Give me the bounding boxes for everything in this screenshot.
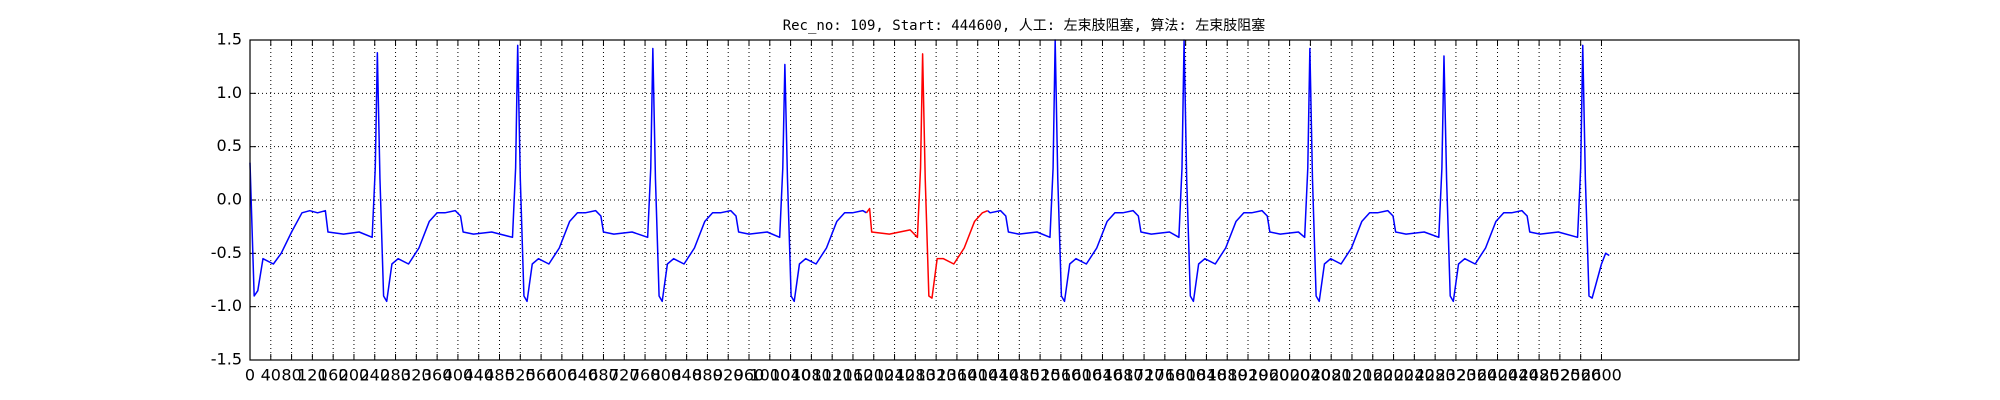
x-tick-label: 360 xyxy=(422,366,453,385)
plot-frame xyxy=(249,39,1800,361)
x-tick-label: 1760 xyxy=(1144,366,1185,385)
x-tick-label: 1680 xyxy=(1103,366,1144,385)
x-tick-label: 2400 xyxy=(1477,366,1518,385)
x-tick-label: 1600 xyxy=(1061,366,1102,385)
x-tick-label: 120 xyxy=(297,366,328,385)
x-tick-label: 2600 xyxy=(1581,366,1622,385)
ecg-line xyxy=(865,53,988,299)
y-tick-label: -0.5 xyxy=(211,243,242,262)
x-tick-label: 2320 xyxy=(1436,366,1477,385)
x-tick-label: 80 xyxy=(281,366,301,385)
ecg-line xyxy=(249,39,1610,303)
x-tick-label: 560 xyxy=(526,366,557,385)
x-tick-label: 1240 xyxy=(874,366,915,385)
x-tick-label: 880 xyxy=(692,366,723,385)
x-tick-label: 0 xyxy=(245,366,255,385)
x-tick-label: 760 xyxy=(630,366,661,385)
x-tick-label: 600 xyxy=(547,366,578,385)
chart-title: Rec_no: 109, Start: 444600, 人工: 左束肢阻塞, 算… xyxy=(783,17,1266,34)
x-tick-label: 2160 xyxy=(1352,366,1393,385)
x-tick-label: 1360 xyxy=(937,366,978,385)
x-tick-label: 840 xyxy=(671,366,702,385)
x-tick-label: 1560 xyxy=(1041,366,1082,385)
x-tick-label: 320 xyxy=(401,366,432,385)
x-tick-label: 1280 xyxy=(895,366,936,385)
x-tick-label: 720 xyxy=(609,366,640,385)
x-tick-label: 920 xyxy=(713,366,744,385)
x-tick-label: 1040 xyxy=(770,366,811,385)
x-tick-label: 2480 xyxy=(1519,366,1560,385)
x-tick-label: 2040 xyxy=(1290,366,1331,385)
y-tick-label: 0.5 xyxy=(217,136,242,155)
x-tick-label: 40 xyxy=(261,366,281,385)
x-tick-label: 400 xyxy=(443,366,474,385)
x-tick-label: 240 xyxy=(359,366,390,385)
x-tick-label: 2000 xyxy=(1269,366,1310,385)
x-tick-label: 800 xyxy=(651,366,682,385)
x-tick-label: 2120 xyxy=(1332,366,1373,385)
x-tick-label: 1080 xyxy=(791,366,832,385)
x-tick-label: 1720 xyxy=(1124,366,1165,385)
x-tick-label: 1840 xyxy=(1186,366,1227,385)
x-tick-label: 2360 xyxy=(1456,366,1497,385)
x-tick-label: 680 xyxy=(588,366,619,385)
x-tick-label: 960 xyxy=(734,366,765,385)
x-tick-label: 1400 xyxy=(957,366,998,385)
y-tick-label: 0.0 xyxy=(217,190,242,209)
x-tick-label: 440 xyxy=(463,366,494,385)
x-tick-label: 640 xyxy=(567,366,598,385)
x-tick-label: 2520 xyxy=(1540,366,1581,385)
x-tick-label: 1960 xyxy=(1248,366,1289,385)
x-tick-label: 2560 xyxy=(1560,366,1601,385)
x-tick-label: 200 xyxy=(339,366,370,385)
x-tick-label: 2200 xyxy=(1373,366,1414,385)
x-tick-label: 2440 xyxy=(1498,366,1539,385)
x-tick-label: 1120 xyxy=(812,366,853,385)
x-tick-label: 1520 xyxy=(1020,366,1061,385)
x-tick-label: 1320 xyxy=(916,366,957,385)
x-tick-label: 1920 xyxy=(1228,366,1269,385)
x-tick-label: 1200 xyxy=(853,366,894,385)
x-tick-label: 1800 xyxy=(1165,366,1206,385)
x-tick-label: 2280 xyxy=(1415,366,1456,385)
y-tick-label: -1.0 xyxy=(211,296,242,315)
x-tick-label: 2080 xyxy=(1311,366,1352,385)
y-tick-label: -1.5 xyxy=(211,350,242,369)
x-tick-label: 1640 xyxy=(1082,366,1123,385)
x-tick-label: 1480 xyxy=(999,366,1040,385)
y-tick-label: 1.5 xyxy=(217,30,242,49)
x-tick-label: 1160 xyxy=(833,366,874,385)
x-tick-label: 160 xyxy=(318,366,349,385)
y-tick-label: 1.0 xyxy=(217,83,242,102)
x-tick-label: 280 xyxy=(380,366,411,385)
x-tick-label: 520 xyxy=(505,366,536,385)
x-tick-label: 2240 xyxy=(1394,366,1435,385)
x-tick-label: 1000 xyxy=(749,366,790,385)
x-tick-label: 1440 xyxy=(978,366,1019,385)
x-tick-label: 1880 xyxy=(1207,366,1248,385)
x-tick-label: 480 xyxy=(484,366,515,385)
